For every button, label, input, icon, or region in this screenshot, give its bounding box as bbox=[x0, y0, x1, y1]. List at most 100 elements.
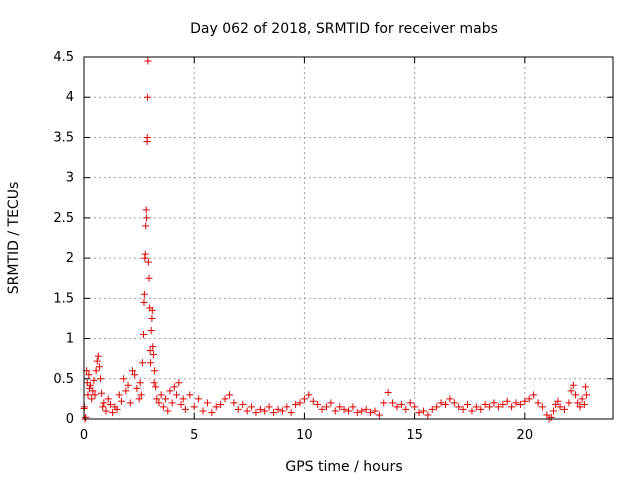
data-point bbox=[437, 399, 445, 407]
data-point bbox=[296, 399, 304, 407]
data-point bbox=[534, 399, 542, 407]
data-point bbox=[181, 405, 189, 413]
data-point bbox=[128, 367, 136, 375]
x-tick-labels: 0 5 10 15 20 bbox=[80, 428, 533, 443]
data-points bbox=[80, 57, 591, 423]
y-tick-label: 2.5 bbox=[53, 211, 74, 226]
data-point bbox=[140, 290, 148, 298]
data-point bbox=[521, 397, 529, 405]
data-point bbox=[402, 405, 410, 413]
data-point bbox=[554, 397, 562, 405]
x-tick-label: 15 bbox=[406, 428, 423, 443]
data-point bbox=[538, 403, 546, 411]
data-point bbox=[157, 391, 165, 399]
data-point bbox=[140, 331, 148, 339]
data-point bbox=[203, 399, 211, 407]
data-point bbox=[424, 411, 432, 419]
data-point bbox=[106, 401, 114, 409]
data-point bbox=[468, 407, 476, 415]
data-point bbox=[322, 403, 330, 411]
data-point bbox=[91, 391, 99, 399]
data-point bbox=[441, 401, 449, 409]
data-point bbox=[94, 352, 102, 360]
data-point bbox=[133, 384, 141, 392]
data-point bbox=[477, 405, 485, 413]
data-point bbox=[84, 391, 92, 399]
data-point bbox=[199, 407, 207, 415]
data-point bbox=[98, 389, 106, 397]
data-point bbox=[148, 314, 156, 322]
data-point bbox=[109, 409, 117, 417]
data-point bbox=[115, 391, 123, 399]
axis-ticks bbox=[83, 56, 613, 420]
data-point bbox=[490, 399, 498, 407]
data-point bbox=[162, 395, 170, 403]
data-point bbox=[239, 401, 247, 409]
data-point bbox=[486, 403, 494, 411]
data-point bbox=[278, 407, 286, 415]
data-point bbox=[144, 57, 152, 65]
data-point bbox=[574, 399, 582, 407]
y-tick-label: 3 bbox=[66, 171, 74, 186]
data-point bbox=[446, 395, 454, 403]
data-point bbox=[406, 399, 414, 407]
x-tick-label: 0 bbox=[80, 428, 88, 443]
data-point bbox=[547, 413, 555, 421]
data-point bbox=[353, 409, 361, 417]
data-point bbox=[428, 405, 436, 413]
data-point bbox=[481, 401, 489, 409]
data-point bbox=[576, 403, 584, 411]
data-point bbox=[90, 376, 98, 384]
data-point bbox=[164, 407, 172, 415]
data-point bbox=[87, 381, 95, 389]
data-point bbox=[367, 409, 375, 417]
data-point bbox=[131, 371, 139, 379]
data-point bbox=[120, 375, 128, 383]
data-point bbox=[393, 403, 401, 411]
data-point bbox=[464, 401, 472, 409]
data-point bbox=[173, 391, 181, 399]
data-point bbox=[516, 401, 524, 409]
data-point bbox=[256, 405, 264, 413]
data-point bbox=[124, 381, 132, 389]
data-point bbox=[572, 391, 580, 399]
data-point bbox=[85, 371, 93, 379]
data-point bbox=[190, 403, 198, 411]
y-tick-labels: 0 0.5 1 1.5 2 2.5 3 3.5 4 4.5 bbox=[53, 50, 74, 427]
data-point bbox=[472, 403, 480, 411]
data-point bbox=[141, 250, 149, 258]
data-point bbox=[270, 409, 278, 417]
data-point bbox=[82, 413, 90, 421]
data-point bbox=[212, 403, 220, 411]
data-point bbox=[143, 93, 151, 101]
data-point bbox=[397, 401, 405, 409]
data-point bbox=[175, 379, 183, 387]
data-point bbox=[144, 258, 152, 266]
data-point bbox=[117, 397, 125, 405]
data-point bbox=[102, 407, 110, 415]
data-point bbox=[122, 387, 130, 395]
data-point bbox=[248, 403, 256, 411]
data-point bbox=[159, 403, 167, 411]
data-point bbox=[88, 395, 96, 403]
data-point bbox=[336, 403, 344, 411]
grid-layer bbox=[84, 57, 613, 419]
data-point bbox=[126, 399, 134, 407]
data-point bbox=[143, 133, 151, 141]
data-point bbox=[459, 405, 467, 413]
data-point bbox=[147, 327, 155, 335]
data-point bbox=[230, 399, 238, 407]
data-point bbox=[512, 399, 520, 407]
data-point bbox=[149, 343, 157, 351]
data-point bbox=[155, 399, 163, 407]
data-point bbox=[508, 403, 516, 411]
data-point bbox=[150, 379, 158, 387]
y-tick-label: 2 bbox=[66, 251, 74, 266]
data-point bbox=[292, 401, 300, 409]
data-point bbox=[567, 387, 575, 395]
data-point bbox=[136, 379, 144, 387]
data-point bbox=[581, 383, 589, 391]
data-point bbox=[152, 383, 160, 391]
data-point bbox=[153, 395, 161, 403]
data-point bbox=[349, 403, 357, 411]
